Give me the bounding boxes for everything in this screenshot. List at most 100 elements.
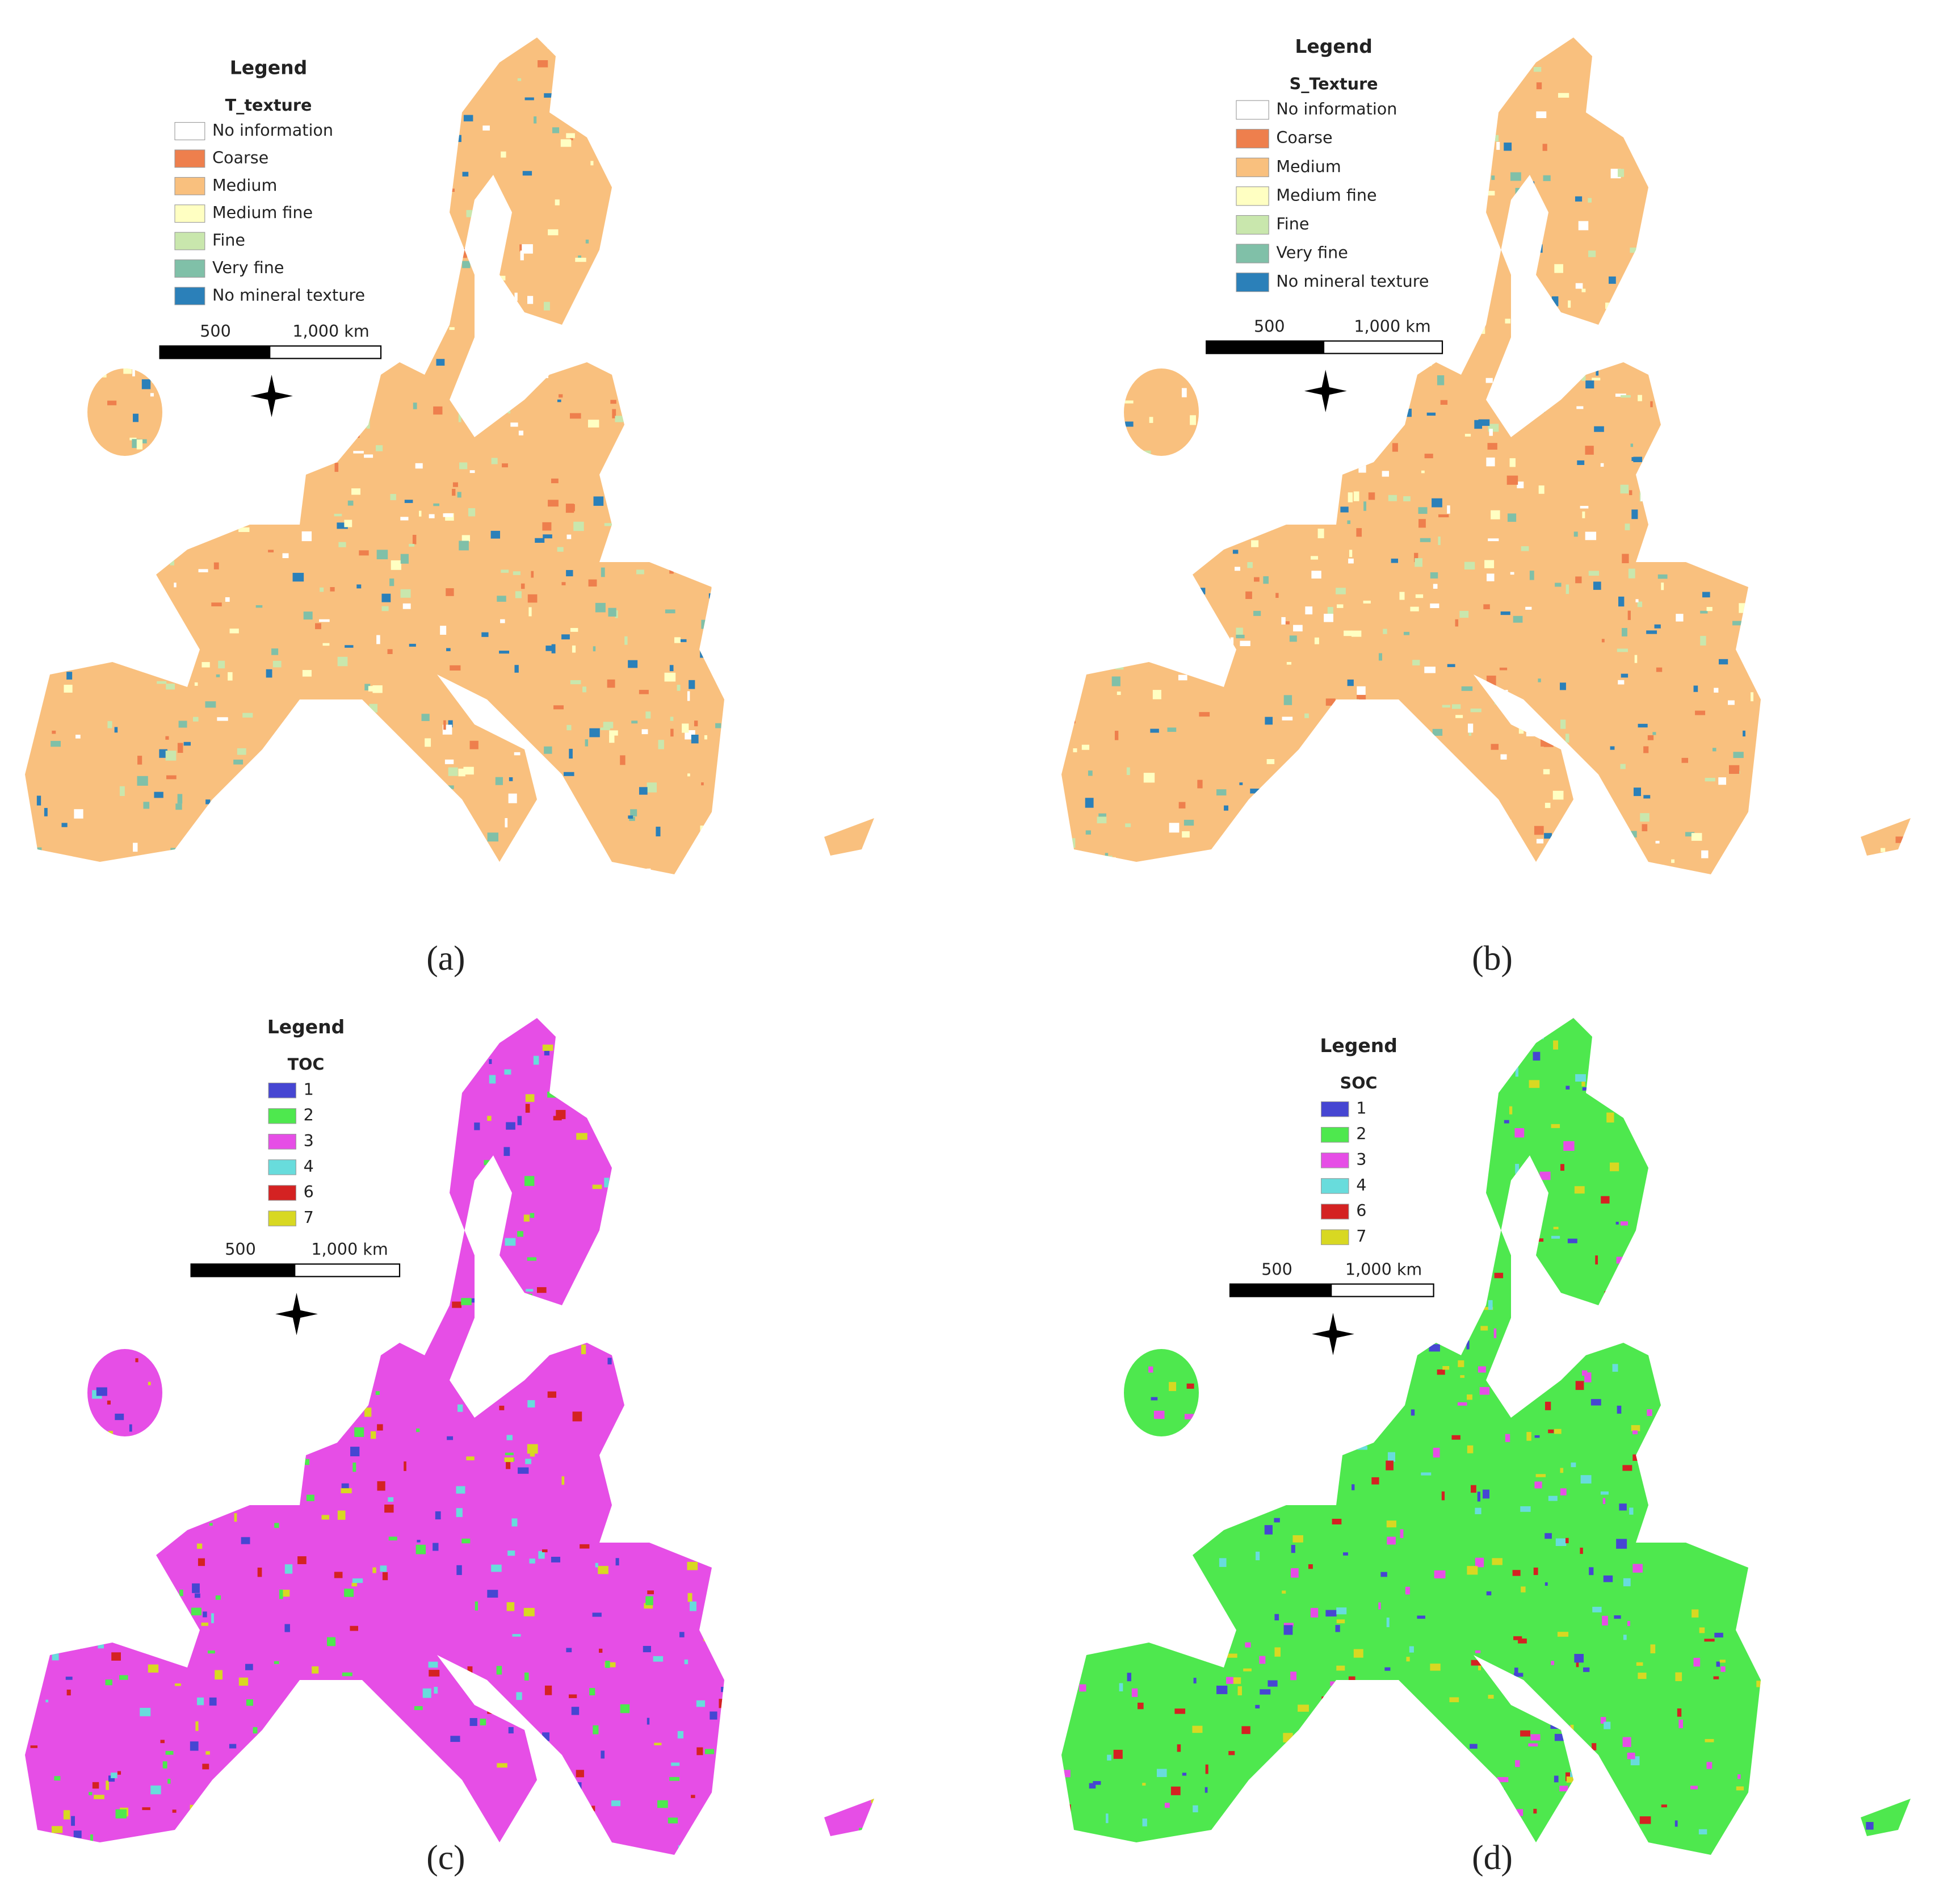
map-cell (400, 517, 409, 521)
map-cell (765, 1293, 777, 1300)
map-cell (1086, 94, 1090, 102)
map-cell (1677, 1279, 1680, 1286)
map-cell (1248, 314, 1253, 321)
map-cell (480, 1719, 486, 1725)
map-cell (646, 485, 654, 492)
map-cell (789, 104, 795, 112)
map-cell (76, 52, 83, 57)
map-cell (1214, 1082, 1223, 1088)
map-cell (1575, 576, 1582, 584)
map-cell (1702, 592, 1710, 598)
map-cell (1515, 1067, 1519, 1077)
map-cell (1795, 1736, 1807, 1744)
map-cell (283, 1589, 290, 1597)
map-cell (1694, 439, 1701, 449)
map-cell (208, 846, 219, 856)
map-cell (1798, 665, 1808, 675)
map-cell (301, 1746, 309, 1756)
map-cell (691, 1795, 695, 1798)
map-cell (843, 1343, 854, 1353)
map-cell (1492, 1558, 1502, 1565)
map-cell (417, 171, 427, 178)
map-cell (254, 780, 264, 786)
map-cell (1061, 676, 1064, 681)
map-cell (1304, 713, 1309, 718)
legend-label: 1 (1356, 1099, 1366, 1118)
map-cell (287, 1373, 295, 1382)
map-cell (870, 1138, 875, 1149)
map-cell (205, 799, 211, 805)
map-cell (1245, 591, 1252, 600)
map-cell (1620, 1815, 1631, 1820)
map-cell (343, 735, 347, 744)
map-cell (807, 567, 818, 571)
map-cell (1109, 1312, 1115, 1318)
map-cell (25, 1652, 29, 1657)
map-cell (1518, 320, 1525, 326)
legend-swatch (174, 122, 205, 140)
map-cell (54, 1120, 61, 1123)
map-cell (1273, 403, 1276, 410)
legend-field: S_Texture (1290, 74, 1378, 94)
map-cell (1820, 1351, 1830, 1357)
map-cell (1074, 638, 1083, 642)
map-cell (1755, 97, 1766, 100)
map-cell (862, 642, 871, 651)
map-cell (1298, 1195, 1309, 1202)
map-cell (596, 1289, 603, 1298)
map-cell (89, 1792, 93, 1795)
map-cell (1085, 282, 1096, 291)
map-cell (1508, 1677, 1517, 1686)
map-cell (1514, 1350, 1520, 1355)
map-cell (1483, 604, 1490, 610)
map-cell (412, 1740, 416, 1745)
map-cell (1114, 552, 1124, 555)
map-cell (1292, 865, 1302, 870)
map-cell (1638, 1673, 1647, 1679)
map-cell (429, 1670, 440, 1677)
map-cell (1390, 1173, 1396, 1183)
map-cell (863, 145, 871, 152)
map-cell (192, 1583, 200, 1593)
map-cell (145, 255, 155, 265)
map-cell (1127, 1555, 1139, 1564)
map-cell (52, 1279, 64, 1282)
map-cell (1247, 562, 1253, 568)
map-cell (1169, 1382, 1177, 1392)
map-cell (65, 1677, 73, 1680)
map-cell (25, 217, 33, 225)
map-cell (1226, 1653, 1237, 1658)
map-cell (1650, 1480, 1653, 1486)
map-cell (1737, 284, 1745, 294)
map-cell (1437, 1369, 1445, 1375)
map-cell (607, 679, 615, 688)
map-cell (1814, 590, 1820, 598)
map-cell (829, 104, 833, 113)
map-cell (566, 1648, 572, 1653)
map-cell (1199, 712, 1210, 717)
map-cell (553, 705, 564, 710)
map-cell (725, 1492, 736, 1496)
map-cell (1541, 736, 1547, 747)
map-cell (52, 96, 57, 102)
map-cell (1807, 530, 1815, 541)
map-cell (1525, 292, 1533, 299)
map-cell (1211, 1174, 1221, 1183)
map-cell (1260, 1362, 1271, 1372)
map-cell (182, 1331, 189, 1340)
map-cell (1552, 872, 1561, 875)
legend-label: 7 (1356, 1226, 1366, 1246)
map-cell (1514, 1128, 1525, 1138)
map-cell (376, 445, 383, 451)
map-cell (1195, 1245, 1205, 1249)
map-cell (332, 1094, 338, 1101)
map-cell (819, 652, 826, 659)
map-cell (1261, 1476, 1265, 1482)
map-cell (1323, 1023, 1331, 1029)
map-cell (1404, 1242, 1408, 1248)
map-cell (1170, 1786, 1181, 1795)
map-cell (1085, 830, 1091, 835)
map-cell (1491, 175, 1495, 180)
map-cell (1693, 1499, 1701, 1507)
map-cell (262, 1446, 267, 1450)
